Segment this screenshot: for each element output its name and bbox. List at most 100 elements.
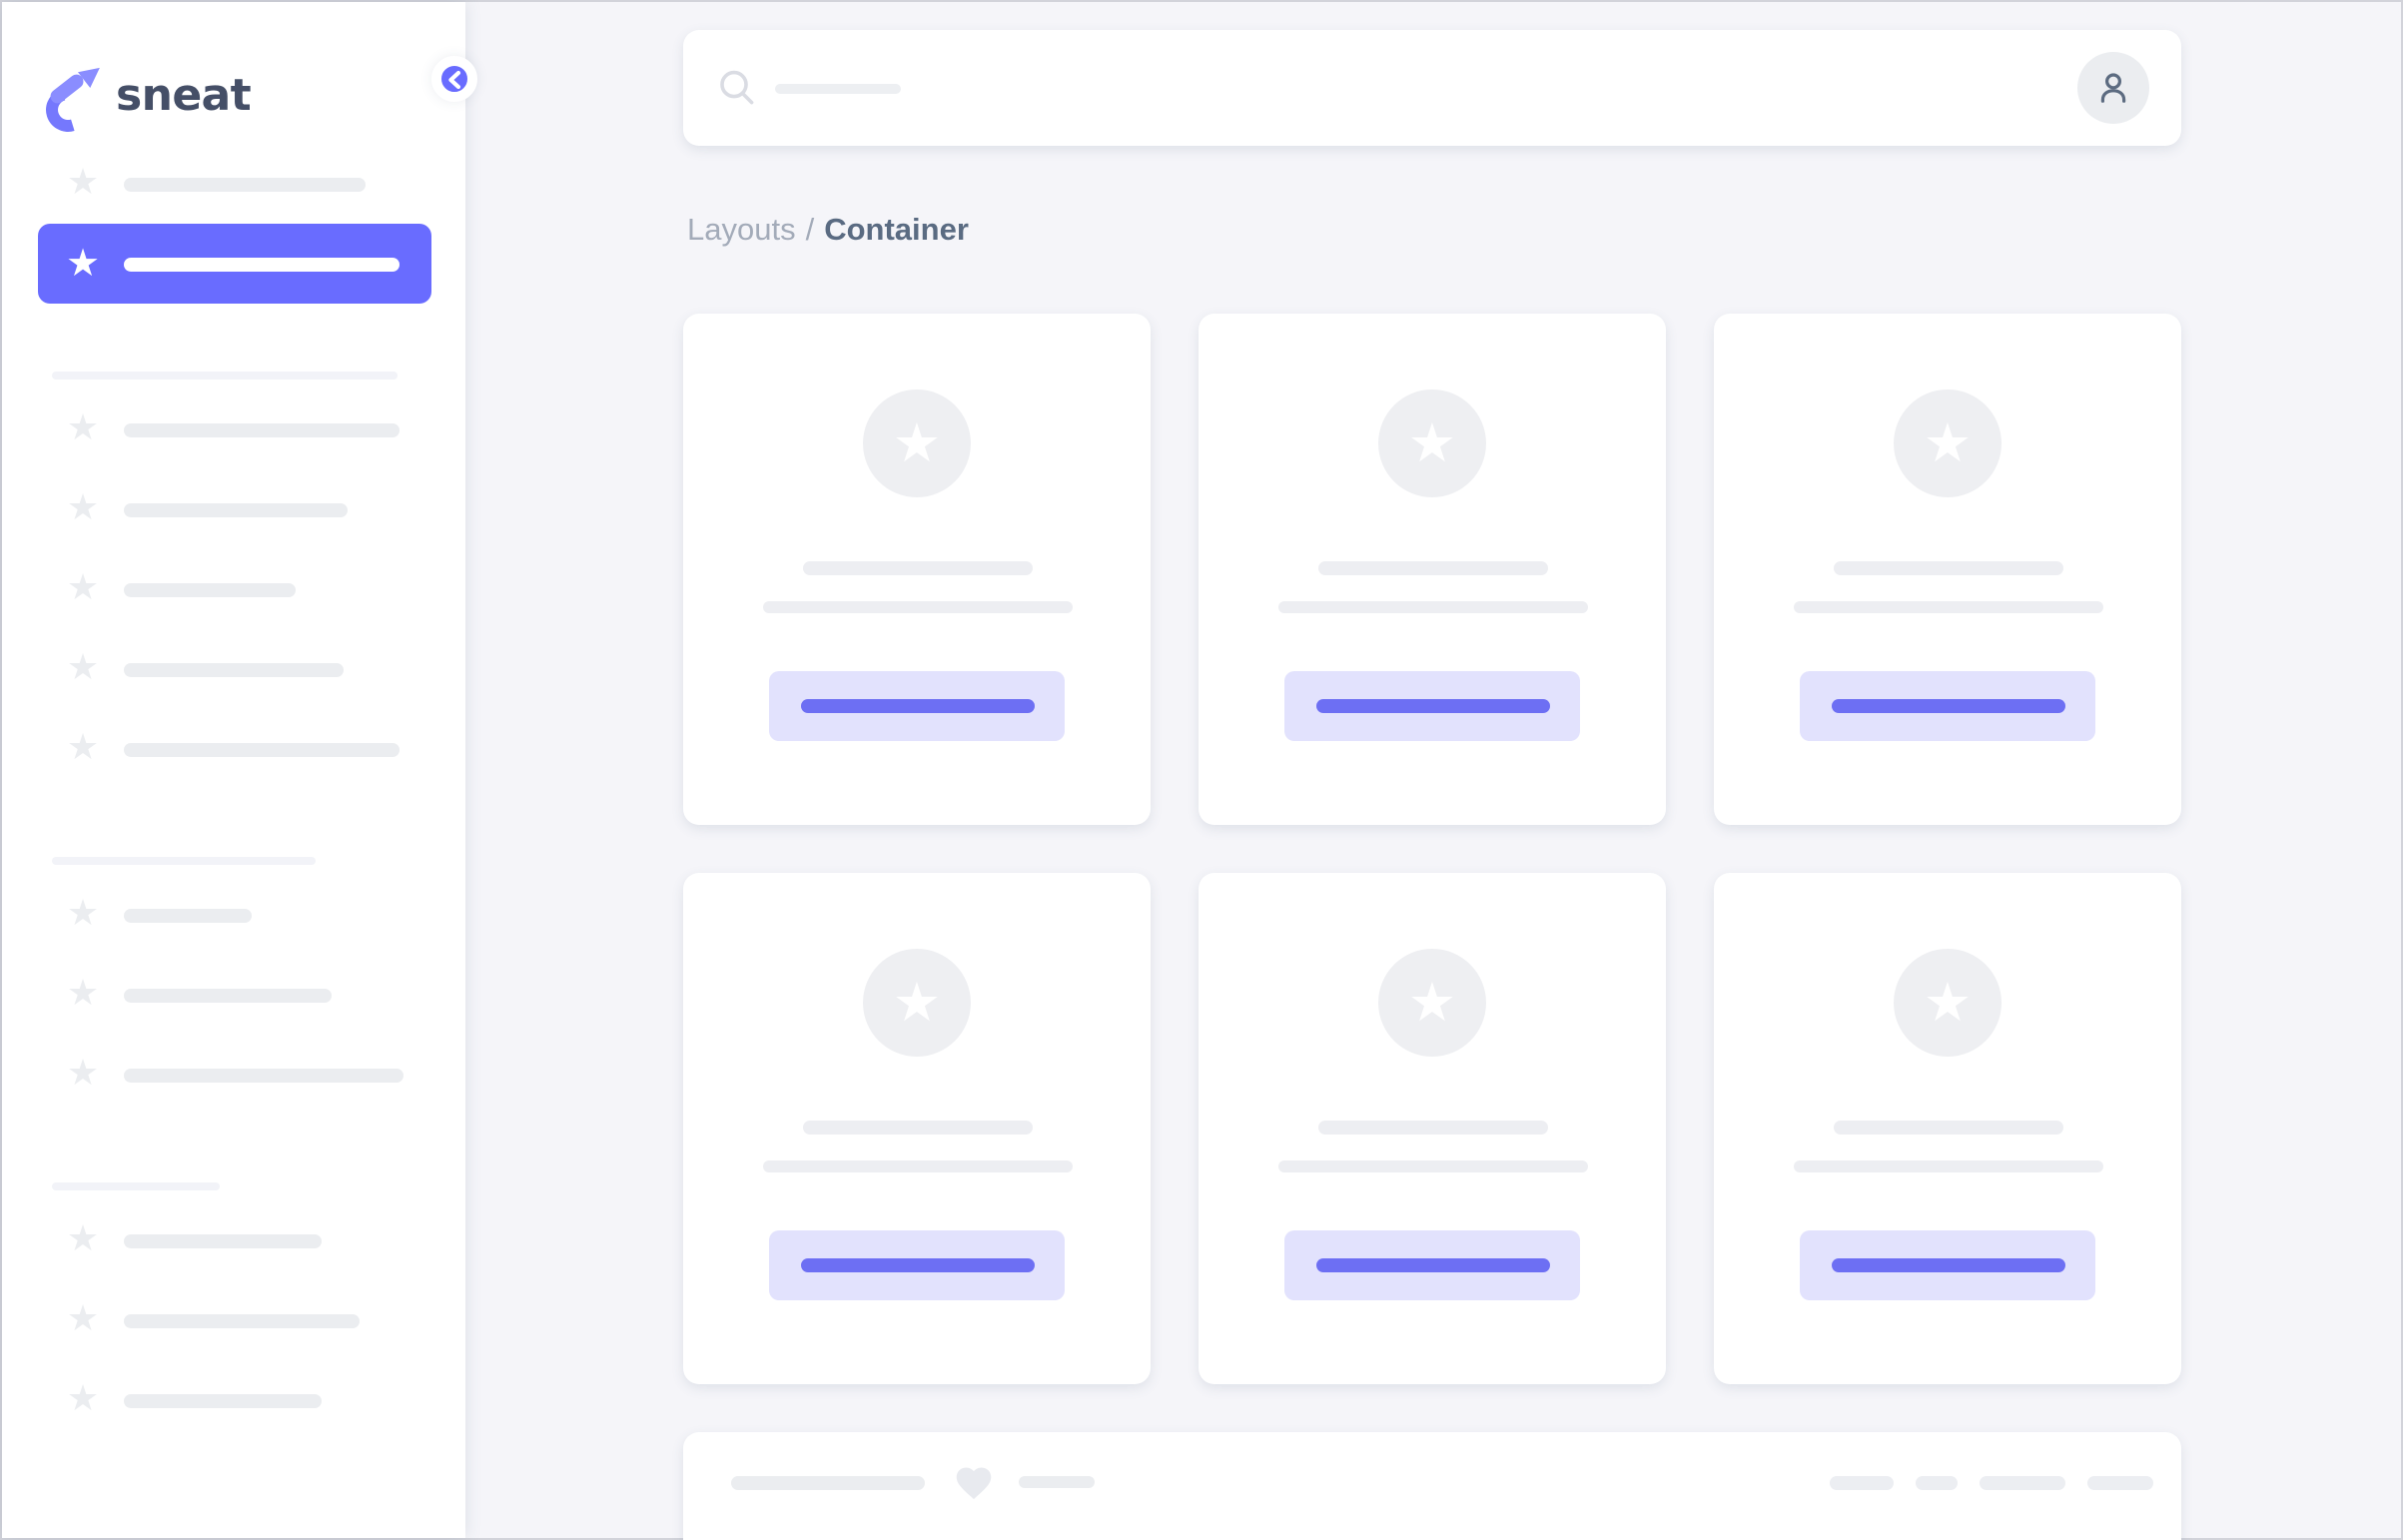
- star-icon: [64, 731, 102, 767]
- card: [1714, 873, 2181, 1384]
- menu-label-skeleton: [124, 257, 400, 271]
- button-label-skeleton: [1831, 1258, 2064, 1272]
- menu-section-label-skeleton: [52, 856, 316, 865]
- breadcrumb-current: Container: [824, 214, 969, 248]
- card: [1199, 314, 1666, 825]
- search-placeholder-skeleton: [775, 83, 901, 93]
- sidebar-item-skeleton[interactable]: [2, 629, 465, 709]
- menu-label-skeleton: [124, 742, 400, 756]
- footer-row: [731, 1462, 2153, 1502]
- menu-label-skeleton: [124, 502, 348, 516]
- card-image-placeholder: [1378, 389, 1486, 497]
- card-action-button[interactable]: [1800, 1230, 2095, 1300]
- card-title-skeleton: [1317, 1121, 1547, 1134]
- cards-grid: [683, 314, 2181, 1384]
- sidebar-item-skeleton[interactable]: [2, 1280, 465, 1360]
- card: [683, 314, 1151, 825]
- sidebar-item-skeleton[interactable]: [2, 875, 465, 955]
- breadcrumb: Layouts / Container: [687, 214, 969, 250]
- card-title-skeleton: [1833, 1121, 2062, 1134]
- search-input[interactable]: [717, 68, 901, 108]
- card-image-placeholder: [1894, 389, 2002, 497]
- star-icon: [64, 1382, 102, 1418]
- pagination-pill-skeleton[interactable]: [1830, 1475, 1894, 1489]
- footer-count-skeleton: [1019, 1476, 1095, 1488]
- button-label-skeleton: [800, 1258, 1034, 1272]
- app-logo-icon: [38, 58, 107, 139]
- user-avatar[interactable]: [2077, 52, 2149, 124]
- card-image-placeholder: [1894, 949, 2002, 1057]
- card-action-button[interactable]: [1800, 671, 2095, 741]
- sidebar-item-skeleton[interactable]: [2, 549, 465, 629]
- card-image-placeholder: [1378, 949, 1486, 1057]
- menu-label-skeleton: [124, 908, 252, 922]
- pagination-pill-skeleton[interactable]: [2087, 1475, 2153, 1489]
- menu-label-skeleton: [124, 988, 332, 1002]
- star-icon: [64, 897, 102, 933]
- menu-label-skeleton: [124, 422, 400, 436]
- button-label-skeleton: [1315, 699, 1549, 713]
- menu-section-header: [2, 789, 465, 869]
- pagination: [1830, 1475, 2153, 1489]
- sidebar-menu: [2, 144, 465, 1440]
- sidebar-collapse-button[interactable]: [431, 56, 477, 102]
- sidebar-item-skeleton[interactable]: [2, 709, 465, 789]
- menu-label-skeleton: [124, 1068, 403, 1082]
- card-action-button[interactable]: [1284, 1230, 1580, 1300]
- sidebar-item-skeleton[interactable]: [2, 389, 465, 469]
- app-logo-text: sneat: [116, 71, 252, 121]
- menu-section-header: [2, 1115, 465, 1194]
- sidebar-item-skeleton[interactable]: [2, 144, 465, 224]
- footer-text-skeleton: [731, 1475, 925, 1489]
- star-icon: [893, 416, 941, 470]
- star-icon: [1924, 976, 1972, 1030]
- card-image-placeholder: [863, 949, 971, 1057]
- menu-label-skeleton: [124, 1313, 360, 1327]
- card-text-skeleton: [1793, 1159, 2102, 1172]
- star-icon: [64, 166, 102, 202]
- sidebar-item-skeleton[interactable]: [2, 955, 465, 1035]
- card-action-button[interactable]: [769, 1230, 1065, 1300]
- footer-card: [683, 1432, 2181, 1540]
- card: [1199, 873, 1666, 1384]
- menu-label-skeleton: [124, 662, 344, 676]
- menu-label-skeleton: [124, 1233, 322, 1247]
- card-title-skeleton: [802, 1121, 1032, 1134]
- card-text-skeleton: [762, 1159, 1072, 1172]
- heart-icon[interactable]: [953, 1463, 995, 1501]
- card-title-skeleton: [1833, 561, 2062, 574]
- star-icon: [893, 976, 941, 1030]
- sidebar-item-skeleton[interactable]: [2, 1360, 465, 1440]
- person-icon: [2100, 73, 2126, 103]
- sidebar-item-skeleton[interactable]: [2, 1035, 465, 1115]
- star-icon: [64, 1057, 102, 1093]
- sidebar-item-active[interactable]: [38, 224, 431, 304]
- card-text-skeleton: [1277, 1159, 1587, 1172]
- card-text-skeleton: [762, 600, 1072, 613]
- breadcrumb-parent[interactable]: Layouts: [687, 214, 796, 248]
- sidebar-item-skeleton[interactable]: [2, 469, 465, 549]
- menu-section-header: [2, 304, 465, 384]
- button-label-skeleton: [1315, 1258, 1549, 1272]
- card: [683, 873, 1151, 1384]
- star-icon: [64, 651, 102, 687]
- button-label-skeleton: [800, 699, 1034, 713]
- star-icon: [64, 411, 102, 447]
- star-icon: [1408, 416, 1456, 470]
- card-action-button[interactable]: [769, 671, 1065, 741]
- card-action-button[interactable]: [1284, 671, 1580, 741]
- pagination-pill-skeleton[interactable]: [1916, 1475, 1958, 1489]
- brand[interactable]: sneat: [2, 2, 465, 144]
- card-image-placeholder: [863, 389, 971, 497]
- card-title-skeleton: [1317, 561, 1547, 574]
- topbar-search-card: [683, 30, 2181, 146]
- sidebar-item-skeleton[interactable]: [2, 1200, 465, 1280]
- star-icon: [64, 571, 102, 607]
- star-icon: [64, 245, 102, 283]
- card-text-skeleton: [1277, 600, 1587, 613]
- menu-label-skeleton: [124, 582, 296, 596]
- star-icon: [64, 491, 102, 527]
- pagination-pill-skeleton[interactable]: [1980, 1475, 2065, 1489]
- star-icon: [64, 1222, 102, 1258]
